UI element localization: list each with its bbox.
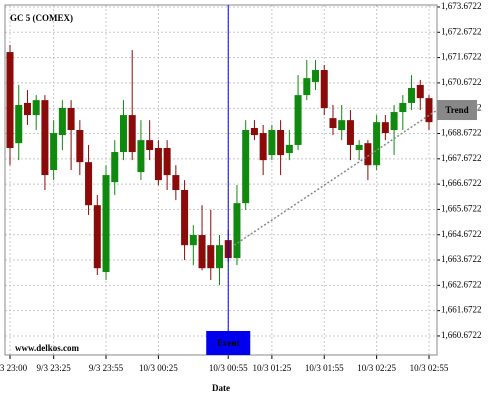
candle-body (416, 84, 424, 99)
x-tick-label: 10/3 00:25 (139, 363, 178, 373)
trend-line (233, 109, 438, 246)
candle-body (119, 115, 127, 153)
candle-body (216, 245, 223, 269)
trend-box (437, 100, 477, 121)
candle-body (85, 162, 93, 206)
candle-body (250, 127, 258, 136)
y-tick-label: 1,662.6722 (441, 279, 482, 289)
y-tick-label: 1,661.6722 (441, 305, 482, 315)
candle-body (408, 88, 416, 103)
candle-body (111, 152, 119, 183)
y-tick-label: 1,660.6722 (441, 330, 482, 340)
y-tick-label: 1,670.6722 (441, 77, 482, 87)
x-tick-label: 10/3 01:55 (305, 363, 344, 373)
candle-body (312, 70, 320, 82)
candle-body (50, 133, 58, 171)
y-tick-label: 1,671.6722 (441, 52, 482, 62)
y-tick-label: 1,673.6722 (441, 1, 482, 11)
candle-body (285, 144, 293, 154)
candle-body (329, 118, 337, 128)
candle-body (41, 100, 49, 176)
x-tick-label: 9/3 23:25 (37, 363, 72, 373)
candle-body (259, 133, 267, 161)
candle-body (346, 120, 354, 145)
candle-body (15, 104, 23, 144)
y-tick-label: 1,664.6722 (441, 229, 482, 239)
candle-body (364, 143, 372, 166)
candle-body (102, 175, 110, 272)
y-tick-label: 1,663.6722 (441, 254, 482, 264)
x-tick-label: 10/3 00:55 (209, 363, 248, 373)
chart-title: GC 5 (COMEX) (10, 13, 73, 23)
candle-body (189, 235, 197, 246)
candle-body (163, 147, 171, 176)
candle-body (128, 115, 136, 153)
event-label: Event (217, 338, 240, 348)
y-tick-label: 1,666.6722 (441, 178, 482, 188)
candle-body (320, 70, 328, 109)
x-tick-label: 9/3 23:00 (0, 363, 28, 373)
x-tick-label: 9/3 23:55 (89, 363, 124, 373)
candle-body (233, 203, 241, 259)
candle-body (338, 120, 346, 131)
candle-body (373, 122, 381, 166)
candle-body (390, 112, 398, 131)
candle-body (242, 130, 250, 204)
candle-body (425, 98, 433, 123)
candle-body (277, 130, 285, 156)
candle-body (23, 102, 31, 116)
candle-body (154, 147, 162, 181)
candle-body (67, 108, 75, 131)
candle-body (268, 130, 276, 156)
event-box (206, 331, 251, 355)
y-tick-label: 1,665.6722 (441, 203, 482, 213)
x-tick-label: 10/3 01:25 (252, 363, 291, 373)
candle-body (381, 122, 389, 134)
candle-body (355, 144, 363, 151)
x-axis-label: Date (212, 383, 230, 393)
candle-body (172, 175, 180, 190)
candle-body (6, 52, 14, 148)
candle-body (303, 78, 311, 96)
candle-body (137, 140, 145, 173)
y-tick-label: 1,672.6722 (441, 26, 482, 36)
x-tick-label: 10/3 02:25 (357, 363, 396, 373)
candle-body (76, 130, 84, 163)
candle-body (399, 102, 407, 113)
y-tick-label: 1,667.6722 (441, 153, 482, 163)
y-tick-label: 1,668.6722 (441, 128, 482, 138)
candle-body (146, 140, 154, 151)
candle-body (181, 189, 189, 246)
candle-body (58, 108, 66, 136)
candle-body (207, 245, 215, 269)
candle-body (32, 100, 40, 116)
candle-body (198, 235, 206, 269)
candle-body (294, 95, 302, 145)
trend-label: Trend (445, 105, 468, 115)
watermark: www.delkos.com (15, 343, 80, 353)
x-tick-label: 10/3 02:55 (410, 363, 449, 373)
candle-body (93, 205, 101, 269)
